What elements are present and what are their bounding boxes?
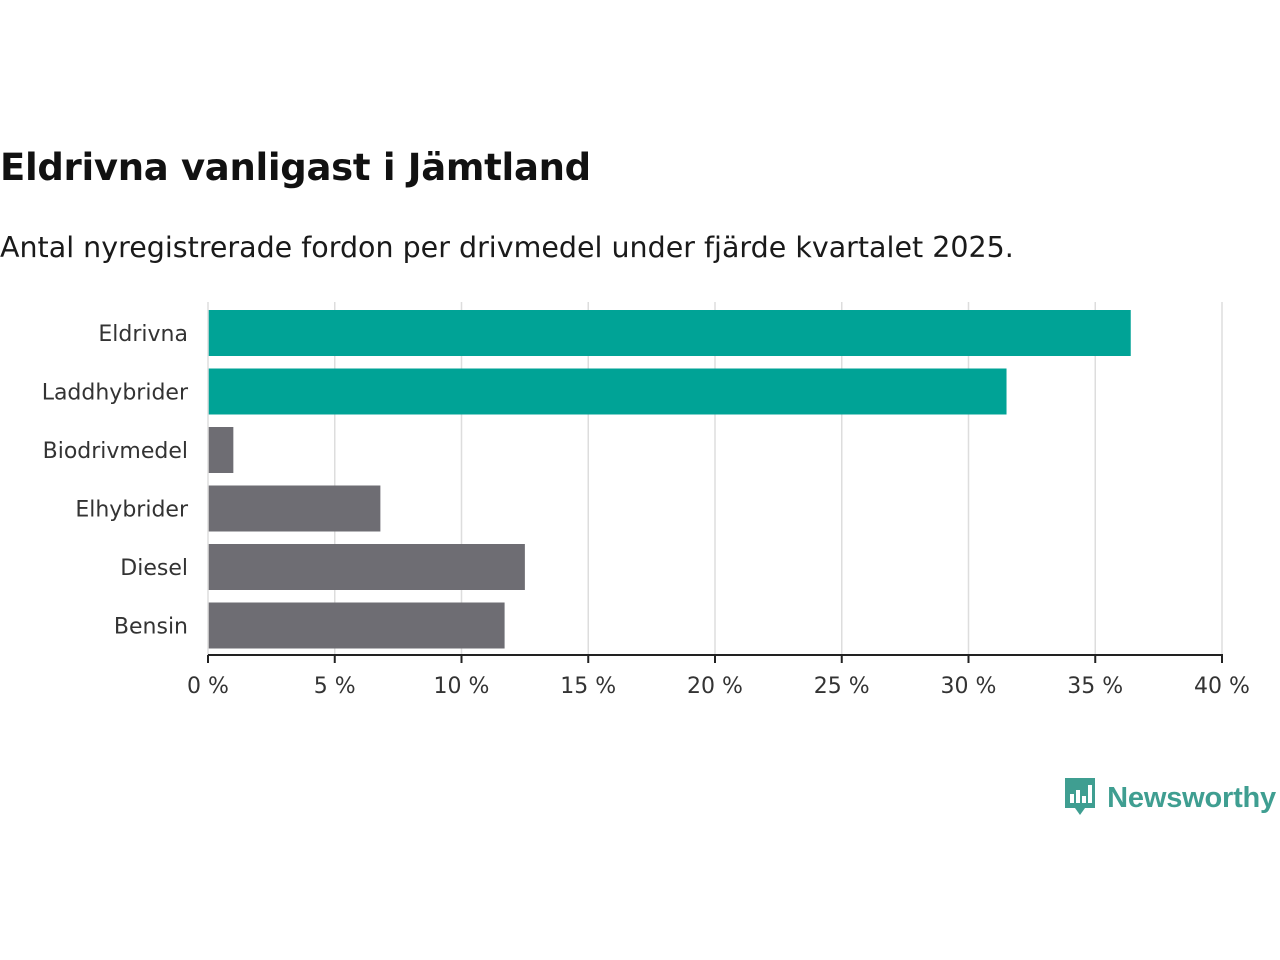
chart-title: Eldrivna vanligast i Jämtland bbox=[0, 146, 591, 189]
category-label: Eldrivna bbox=[98, 322, 188, 347]
x-tick-label: 10 % bbox=[434, 674, 490, 699]
x-tick-label: 40 % bbox=[1194, 674, 1250, 699]
bar-eldrivna bbox=[208, 310, 1131, 356]
x-tick-label: 5 % bbox=[314, 674, 356, 699]
x-axis: 0 % 5 % 10 % 15 % 20 % 25 % 30 % 35 % 40 % bbox=[187, 302, 1250, 699]
x-tick-label: 25 % bbox=[814, 674, 870, 699]
bars bbox=[208, 310, 1131, 649]
category-label: Biodrivmedel bbox=[43, 439, 188, 464]
x-tick-label: 30 % bbox=[941, 674, 997, 699]
category-label: Laddhybrider bbox=[42, 381, 189, 406]
x-tick-label: 15 % bbox=[560, 674, 616, 699]
x-tick-label: 20 % bbox=[687, 674, 743, 699]
bar-biodrivmedel bbox=[208, 427, 234, 473]
brand-name: Newsworthy bbox=[1107, 781, 1276, 814]
category-label: Bensin bbox=[114, 615, 188, 640]
x-tick-label: 0 % bbox=[187, 674, 229, 699]
x-tick-label: 35 % bbox=[1067, 674, 1123, 699]
gridlines bbox=[334, 302, 1223, 655]
chart-subtitle: Antal nyregistrerade fordon per drivmede… bbox=[0, 231, 1014, 264]
category-labels: Eldrivna Laddhybrider Biodrivmedel Elhybrid… bbox=[42, 322, 189, 640]
newsworthy-logo: Newsworthy bbox=[1063, 776, 1276, 820]
category-label: Elhybrider bbox=[75, 498, 189, 523]
bar-laddhybrider bbox=[208, 368, 1007, 415]
bar-diesel bbox=[208, 544, 525, 590]
bar-chart-speech-bubble-icon bbox=[1063, 776, 1097, 820]
bar-elhybrider bbox=[208, 485, 381, 532]
category-label: Diesel bbox=[120, 556, 188, 581]
bar-bensin bbox=[208, 602, 505, 649]
